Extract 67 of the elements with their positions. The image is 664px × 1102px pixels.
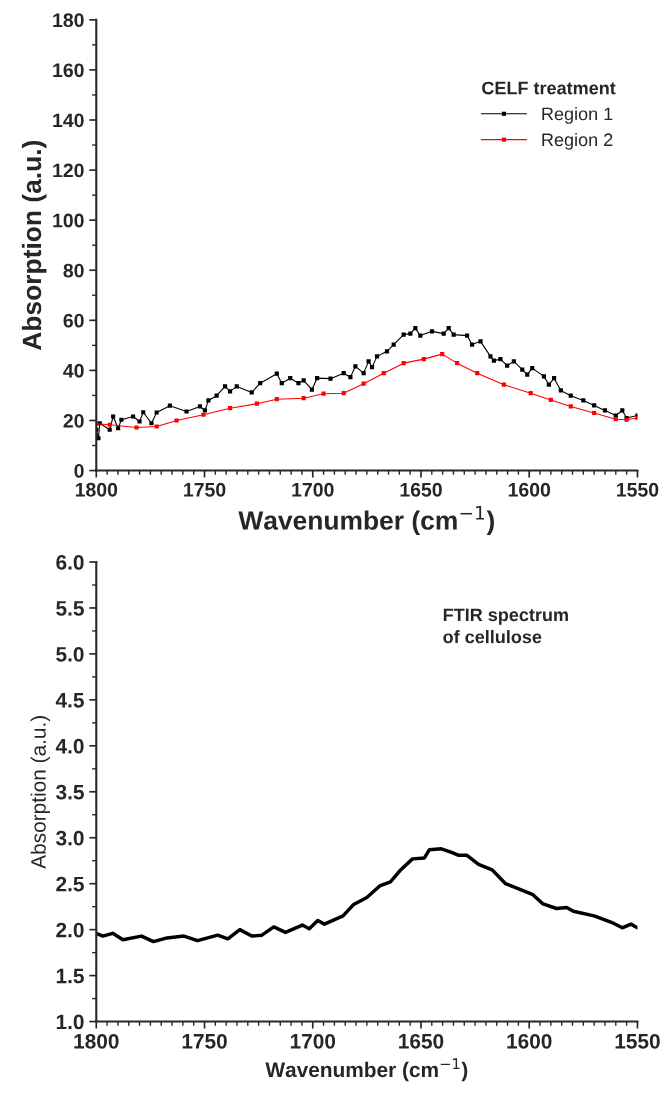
legend-title: CELF treatment [482, 81, 616, 95]
point [174, 418, 179, 423]
point [568, 404, 573, 409]
y-tick-label: 5.0 [56, 646, 84, 662]
y-tick-label: 3.5 [55, 784, 84, 800]
point [301, 396, 306, 401]
point [254, 401, 259, 406]
y-tick-label: 140 [53, 113, 84, 128]
legend-label: Region 1 [542, 107, 613, 124]
point [401, 361, 406, 366]
point [455, 361, 460, 366]
point [134, 425, 139, 430]
annotation: FTIR spectrum of cellulose [443, 608, 568, 644]
x-tick-label: 1700 [292, 482, 334, 497]
y-tick-label: 2.5 [56, 876, 84, 892]
point [501, 382, 506, 387]
point [613, 417, 618, 422]
y-tick-label: 180 [53, 13, 84, 28]
line-series [96, 352, 638, 430]
x-tick-label: 1550 [617, 482, 659, 497]
y-tick-label: 20 [63, 413, 84, 428]
x-tick-label: 1600 [507, 1033, 552, 1049]
point [421, 357, 426, 362]
y-tick-label: 4.0 [55, 738, 84, 754]
x-axis-title: Wavenumber (cm$^{−1}$) [265, 1058, 468, 1082]
y-tick-label: 6.0 [56, 555, 84, 570]
point [154, 424, 159, 429]
x-tick-label: 1750 [184, 482, 226, 497]
x-tick-label: 1800 [75, 482, 118, 497]
y-tick-label: 120 [53, 163, 84, 178]
y-tick-label: 60 [63, 313, 84, 328]
y-tick-label: 80 [63, 263, 84, 278]
y-tick-label: 5.5 [56, 601, 84, 616]
point [321, 391, 326, 396]
point [528, 391, 533, 396]
x-tick-label: 1700 [290, 1033, 336, 1049]
x-tick-label: 1650 [400, 482, 442, 497]
y-tick-label: 2.0 [56, 922, 84, 938]
x-tick-label: 1750 [182, 1033, 227, 1049]
y-tick-label: 100 [53, 213, 84, 228]
point [274, 397, 279, 402]
y-tick-label: 4.5 [55, 693, 84, 708]
point [475, 371, 480, 376]
point [592, 410, 597, 416]
y-tick-label: 40 [63, 363, 84, 378]
legend-label: Region 2 [542, 132, 613, 150]
point [440, 352, 445, 357]
x-axis-title: Wavenumber (cm$^{−1}$) [238, 506, 494, 536]
x-tick-label: 1600 [508, 482, 551, 497]
point [341, 391, 346, 396]
y-axis-title: Absorption (a.u.) [30, 716, 50, 869]
x-tick-label: 1800 [74, 1033, 119, 1049]
x-tick-label: 1550 [615, 1033, 660, 1049]
point [227, 406, 233, 411]
point [201, 412, 206, 417]
y-axis-title: Absorption (a.u.) [21, 140, 47, 351]
y-tick-label: 1.0 [56, 1014, 84, 1030]
y-tick-label: 160 [53, 63, 84, 78]
y-tick-label: 1.5 [56, 968, 84, 984]
point [381, 371, 386, 376]
y-tick-label: 3.0 [55, 830, 84, 846]
point [361, 381, 366, 386]
y-tick-label: 0 [74, 464, 84, 478]
point [107, 422, 112, 427]
x-tick-label: 1650 [399, 1033, 444, 1049]
line-series [96, 847, 638, 944]
point [548, 397, 553, 403]
